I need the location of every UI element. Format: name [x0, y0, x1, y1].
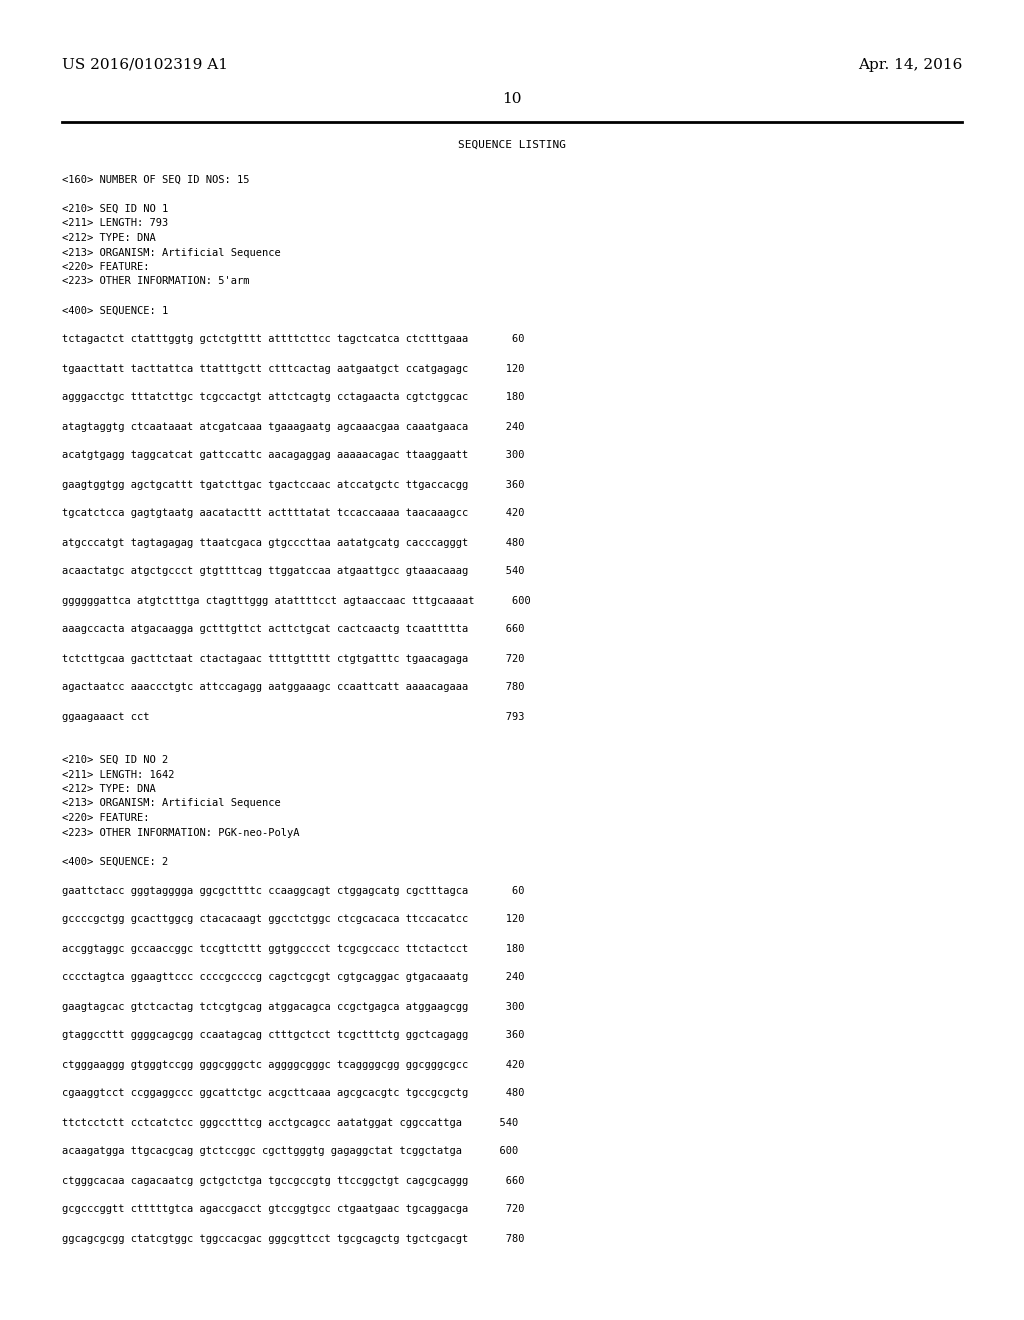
Text: tgaacttatt tacttattca ttatttgctt ctttcactag aatgaatgct ccatgagagc      120: tgaacttatt tacttattca ttatttgctt ctttcac…	[62, 363, 524, 374]
Text: ctgggcacaa cagacaatcg gctgctctga tgccgccgtg ttccggctgt cagcgcaggg      660: ctgggcacaa cagacaatcg gctgctctga tgccgcc…	[62, 1176, 524, 1185]
Text: gaagtagcac gtctcactag tctcgtgcag atggacagca ccgctgagca atggaagcgg      300: gaagtagcac gtctcactag tctcgtgcag atggaca…	[62, 1002, 524, 1011]
Text: <220> FEATURE:: <220> FEATURE:	[62, 261, 150, 272]
Text: gaagtggtgg agctgcattt tgatcttgac tgactccaac atccatgctc ttgaccacgg      360: gaagtggtgg agctgcattt tgatcttgac tgactcc…	[62, 479, 524, 490]
Text: <211> LENGTH: 1642: <211> LENGTH: 1642	[62, 770, 174, 780]
Text: Apr. 14, 2016: Apr. 14, 2016	[858, 58, 962, 73]
Text: gcgcccggtt ctttttgtca agaccgacct gtccggtgcc ctgaatgaac tgcaggacga      720: gcgcccggtt ctttttgtca agaccgacct gtccggt…	[62, 1204, 524, 1214]
Text: 10: 10	[502, 92, 522, 106]
Text: acatgtgagg taggcatcat gattccattc aacagaggag aaaaacagac ttaaggaatt      300: acatgtgagg taggcatcat gattccattc aacagag…	[62, 450, 524, 461]
Text: acaactatgc atgctgccct gtgttttcag ttggatccaa atgaattgcc gtaaacaaag      540: acaactatgc atgctgccct gtgttttcag ttggatc…	[62, 566, 524, 577]
Text: <212> TYPE: DNA: <212> TYPE: DNA	[62, 784, 156, 795]
Text: atagtaggtg ctcaataaat atcgatcaaa tgaaagaatg agcaaacgaa caaatgaaca      240: atagtaggtg ctcaataaat atcgatcaaa tgaaaga…	[62, 421, 524, 432]
Text: <400> SEQUENCE: 2: <400> SEQUENCE: 2	[62, 857, 168, 866]
Text: <210> SEQ ID NO 2: <210> SEQ ID NO 2	[62, 755, 168, 766]
Text: <213> ORGANISM: Artificial Sequence: <213> ORGANISM: Artificial Sequence	[62, 248, 281, 257]
Text: tctagactct ctatttggtg gctctgtttt attttcttcc tagctcatca ctctttgaaa       60: tctagactct ctatttggtg gctctgtttt attttct…	[62, 334, 524, 345]
Text: gtaggccttt ggggcagcgg ccaatagcag ctttgctcct tcgctttctg ggctcagagg      360: gtaggccttt ggggcagcgg ccaatagcag ctttgct…	[62, 1031, 524, 1040]
Text: <213> ORGANISM: Artificial Sequence: <213> ORGANISM: Artificial Sequence	[62, 799, 281, 808]
Text: ggaagaaact cct                                                         793: ggaagaaact cct 793	[62, 711, 524, 722]
Text: SEQUENCE LISTING: SEQUENCE LISTING	[458, 140, 566, 150]
Text: acaagatgga ttgcacgcag gtctccggc cgcttgggtg gagaggctat tcggctatga      600: acaagatgga ttgcacgcag gtctccggc cgcttggg…	[62, 1147, 518, 1156]
Text: <160> NUMBER OF SEQ ID NOS: 15: <160> NUMBER OF SEQ ID NOS: 15	[62, 176, 250, 185]
Text: agactaatcc aaaccctgtc attccagagg aatggaaagc ccaattcatt aaaacagaaa      780: agactaatcc aaaccctgtc attccagagg aatggaa…	[62, 682, 524, 693]
Text: <400> SEQUENCE: 1: <400> SEQUENCE: 1	[62, 305, 168, 315]
Text: ctgggaaggg gtgggtccgg gggcgggctc aggggcgggc tcaggggcgg ggcgggcgcc      420: ctgggaaggg gtgggtccgg gggcgggctc aggggcg…	[62, 1060, 524, 1069]
Text: tctcttgcaa gacttctaat ctactagaac ttttgttttt ctgtgatttc tgaacagaga      720: tctcttgcaa gacttctaat ctactagaac ttttgtt…	[62, 653, 524, 664]
Text: <212> TYPE: DNA: <212> TYPE: DNA	[62, 234, 156, 243]
Text: cccctagtca ggaagttccc ccccgccccg cagctcgcgt cgtgcaggac gtgacaaatg      240: cccctagtca ggaagttccc ccccgccccg cagctcg…	[62, 973, 524, 982]
Text: <223> OTHER INFORMATION: PGK-neo-PolyA: <223> OTHER INFORMATION: PGK-neo-PolyA	[62, 828, 299, 837]
Text: agggacctgc tttatcttgc tcgccactgt attctcagtg cctagaacta cgtctggcac      180: agggacctgc tttatcttgc tcgccactgt attctca…	[62, 392, 524, 403]
Text: gaattctacc gggtagggga ggcgcttttc ccaaggcagt ctggagcatg cgctttagca       60: gaattctacc gggtagggga ggcgcttttc ccaaggc…	[62, 886, 524, 895]
Text: <211> LENGTH: 793: <211> LENGTH: 793	[62, 219, 168, 228]
Text: cgaaggtcct ccggaggccc ggcattctgc acgcttcaaa agcgcacgtc tgccgcgctg      480: cgaaggtcct ccggaggccc ggcattctgc acgcttc…	[62, 1089, 524, 1098]
Text: US 2016/0102319 A1: US 2016/0102319 A1	[62, 58, 228, 73]
Text: accggtaggc gccaaccggc tccgttcttt ggtggcccct tcgcgccacc ttctactcct      180: accggtaggc gccaaccggc tccgttcttt ggtggcc…	[62, 944, 524, 953]
Text: ttctcctctt cctcatctcc gggcctttcg acctgcagcc aatatggat cggccattga      540: ttctcctctt cctcatctcc gggcctttcg acctgca…	[62, 1118, 518, 1127]
Text: ggggggattca atgtctttga ctagtttggg atattttcct agtaaccaac tttgcaaaat      600: ggggggattca atgtctttga ctagtttggg atattt…	[62, 595, 530, 606]
Text: gccccgctgg gcacttggcg ctacacaagt ggcctctggc ctcgcacaca ttccacatcc      120: gccccgctgg gcacttggcg ctacacaagt ggcctct…	[62, 915, 524, 924]
Text: tgcatctcca gagtgtaatg aacatacttt acttttatat tccaccaaaa taacaaagcc      420: tgcatctcca gagtgtaatg aacatacttt actttta…	[62, 508, 524, 519]
Text: ggcagcgcgg ctatcgtggc tggccacgac gggcgttcct tgcgcagctg tgctcgacgt      780: ggcagcgcgg ctatcgtggc tggccacgac gggcgtt…	[62, 1233, 524, 1243]
Text: <223> OTHER INFORMATION: 5'arm: <223> OTHER INFORMATION: 5'arm	[62, 276, 250, 286]
Text: <210> SEQ ID NO 1: <210> SEQ ID NO 1	[62, 205, 168, 214]
Text: aaagccacta atgacaagga gctttgttct acttctgcat cactcaactg tcaattttta      660: aaagccacta atgacaagga gctttgttct acttctg…	[62, 624, 524, 635]
Text: <220> FEATURE:: <220> FEATURE:	[62, 813, 150, 822]
Text: atgcccatgt tagtagagag ttaatcgaca gtgcccttaa aatatgcatg cacccagggt      480: atgcccatgt tagtagagag ttaatcgaca gtgccct…	[62, 537, 524, 548]
